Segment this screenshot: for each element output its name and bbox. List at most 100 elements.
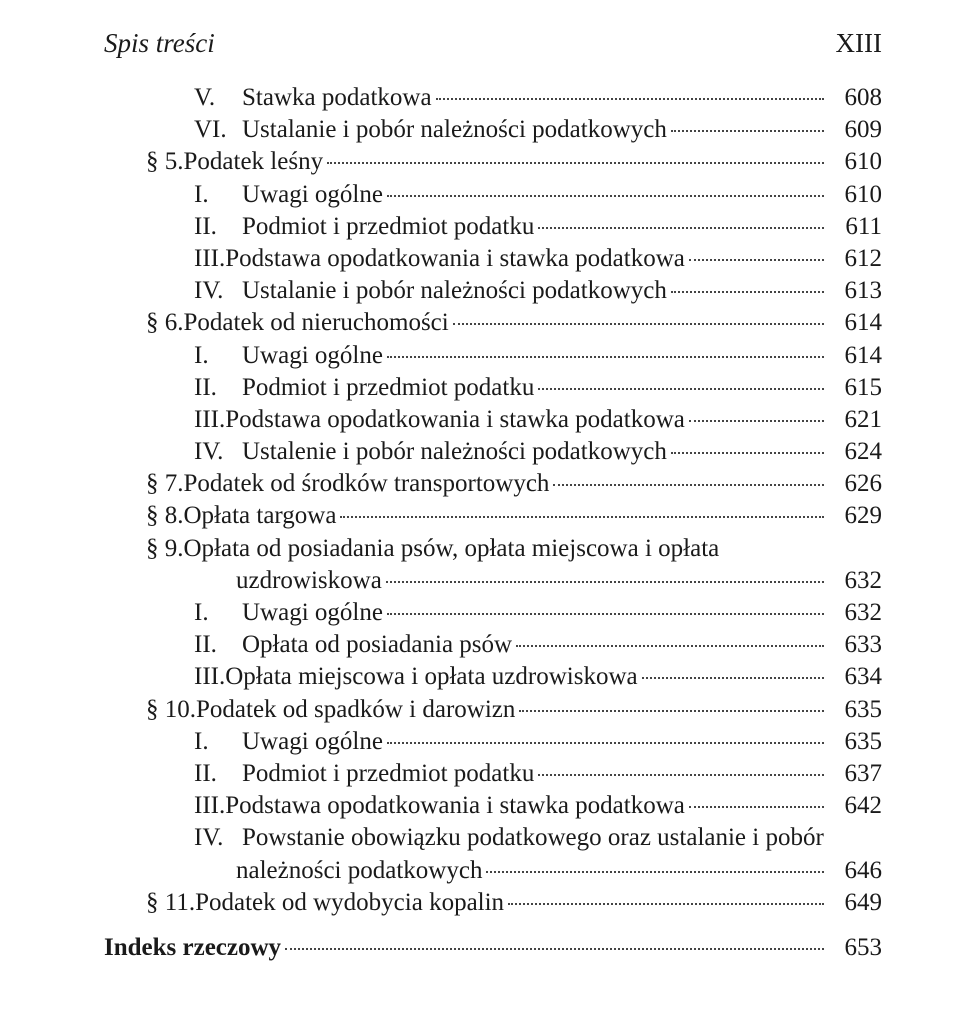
toc-label: I. — [194, 600, 242, 625]
toc-page: 614 — [828, 310, 882, 335]
toc-label: V. — [194, 85, 242, 110]
leader-dots — [642, 677, 824, 679]
running-head: Spis treści XIII — [104, 28, 882, 59]
toc-row: III. Opłata miejscowa i opłata uzdrowisk… — [104, 664, 882, 689]
toc-label: I. — [194, 182, 242, 207]
toc-title: Podstawa opodatkowania i stawka podatkow… — [225, 407, 685, 432]
toc-row: I. Uwagi ogólne632 — [104, 600, 882, 625]
toc-title: Powstanie obowiązku podatkowego oraz ust… — [242, 825, 824, 850]
toc-page: 613 — [828, 278, 882, 303]
toc-label: § 9. — [146, 536, 184, 561]
leader-dots — [387, 356, 824, 358]
toc-row: IV. Ustalanie i pobór należności podatko… — [104, 278, 882, 303]
toc-page: 610 — [828, 149, 882, 174]
toc-label: IV. — [194, 439, 242, 464]
running-head-left: Spis treści — [104, 28, 215, 59]
toc-label: § 7. — [146, 471, 184, 496]
toc-row: II. Podmiot i przedmiot podatku615 — [104, 375, 882, 400]
toc-title: Uwagi ogólne — [242, 343, 383, 368]
toc-page: 642 — [828, 793, 882, 818]
leader-dots — [689, 420, 824, 422]
toc-page: 615 — [828, 375, 882, 400]
toc-title: Podstawa opodatkowania i stawka podatkow… — [225, 246, 685, 271]
toc-label: II. — [194, 375, 242, 400]
leader-dots — [671, 130, 824, 132]
toc-page: 614 — [828, 343, 882, 368]
toc-title: Ustalanie i pobór należności podatkowych — [242, 278, 667, 303]
toc-page: 624 — [828, 439, 882, 464]
toc-title: Opłata od posiadania psów — [242, 632, 512, 657]
toc-label: I. — [194, 343, 242, 368]
toc-label: II. — [194, 632, 242, 657]
toc-title: Podstawa opodatkowania i stawka podatkow… — [225, 793, 685, 818]
toc-row: § 11. Podatek od wydobycia kopalin649 — [104, 890, 882, 915]
toc-page: 637 — [828, 761, 882, 786]
toc-title: Stawka podatkowa — [242, 85, 432, 110]
toc-title: uzdrowiskowa — [236, 568, 382, 593]
index-page: 653 — [828, 935, 882, 960]
leader-dots — [516, 645, 824, 647]
toc-row: II. Podmiot i przedmiot podatku611 — [104, 214, 882, 239]
toc-title: Podatek od spadków i darowizn — [196, 697, 515, 722]
toc-row: II. Opłata od posiadania psów 633 — [104, 632, 882, 657]
leader-dots — [519, 710, 824, 712]
toc-label: § 5. — [146, 149, 184, 174]
toc-label: III. — [194, 664, 225, 689]
leader-dots — [387, 742, 824, 744]
page-container: Spis treści XIII V. Stawka podatkowa608V… — [0, 0, 960, 987]
toc-row: § 9. Opłata od posiadania psów, opłata m… — [104, 536, 882, 561]
toc-row: III. Podstawa opodatkowania i stawka pod… — [104, 407, 882, 432]
toc-title: Podmiot i przedmiot podatku — [242, 761, 534, 786]
leader-dots — [689, 259, 824, 261]
toc-label: III. — [194, 793, 225, 818]
table-of-contents: V. Stawka podatkowa 608 VI. Ustalanie i po… — [104, 85, 882, 915]
toc-row: uzdrowiskowa 632 — [104, 568, 882, 593]
toc-row: I. Uwagi ogólne635 — [104, 729, 882, 754]
toc-row: I. Uwagi ogólne 610 — [104, 182, 882, 207]
leader-dots — [538, 774, 824, 776]
toc-title: Opłata miejscowa i opłata uzdrowiskowa — [225, 664, 637, 689]
toc-label: I. — [194, 729, 242, 754]
toc-title: Podatek od wydobycia kopalin — [195, 890, 504, 915]
leader-dots — [689, 806, 824, 808]
toc-title: Opłata targowa — [184, 503, 337, 528]
toc-title: Podatek leśny — [184, 149, 324, 174]
toc-page: 646 — [828, 858, 882, 883]
toc-row: § 7. Podatek od środków transportowych62… — [104, 471, 882, 496]
toc-row: § 8. Opłata targowa 629 — [104, 503, 882, 528]
toc-page: 632 — [828, 568, 882, 593]
leader-dots — [538, 227, 824, 229]
leader-dots — [340, 516, 824, 518]
toc-page: 634 — [828, 664, 882, 689]
leader-dots — [386, 581, 824, 583]
toc-label: III. — [194, 246, 225, 271]
toc-label: II. — [194, 761, 242, 786]
toc-row: § 6. Podatek od nieruchomości614 — [104, 310, 882, 335]
toc-page: 610 — [828, 182, 882, 207]
toc-title: Podmiot i przedmiot podatku — [242, 214, 534, 239]
leader-dots — [508, 903, 824, 905]
toc-page: 608 — [828, 85, 882, 110]
leader-dots — [538, 388, 824, 390]
toc-label: IV. — [194, 278, 242, 303]
toc-title: Podatek od środków transportowych — [184, 471, 550, 496]
toc-label: III. — [194, 407, 225, 432]
toc-page: 621 — [828, 407, 882, 432]
toc-row: IV. Powstanie obowiązku podatkowego oraz… — [104, 825, 882, 850]
toc-label: § 11. — [146, 890, 195, 915]
toc-title: Uwagi ogólne — [242, 182, 383, 207]
toc-label: VI. — [194, 117, 242, 142]
toc-label: § 8. — [146, 503, 184, 528]
leader-dots — [387, 195, 824, 197]
leader-dots — [327, 162, 824, 164]
toc-page: 629 — [828, 503, 882, 528]
toc-title: Ustalanie i pobór należności podatkowych — [242, 117, 667, 142]
toc-row: II. Podmiot i przedmiot podatku 637 — [104, 761, 882, 786]
toc-row: I. Uwagi ogólne 614 — [104, 343, 882, 368]
toc-row: III. Podstawa opodatkowania i stawka pod… — [104, 793, 882, 818]
toc-row: § 5. Podatek leśny 610 — [104, 149, 882, 174]
toc-page: 632 — [828, 600, 882, 625]
toc-title: Ustalenie i pobór należności podatkowych — [242, 439, 667, 464]
index-title: Indeks rzeczowy — [104, 935, 281, 960]
toc-page: 633 — [828, 632, 882, 657]
